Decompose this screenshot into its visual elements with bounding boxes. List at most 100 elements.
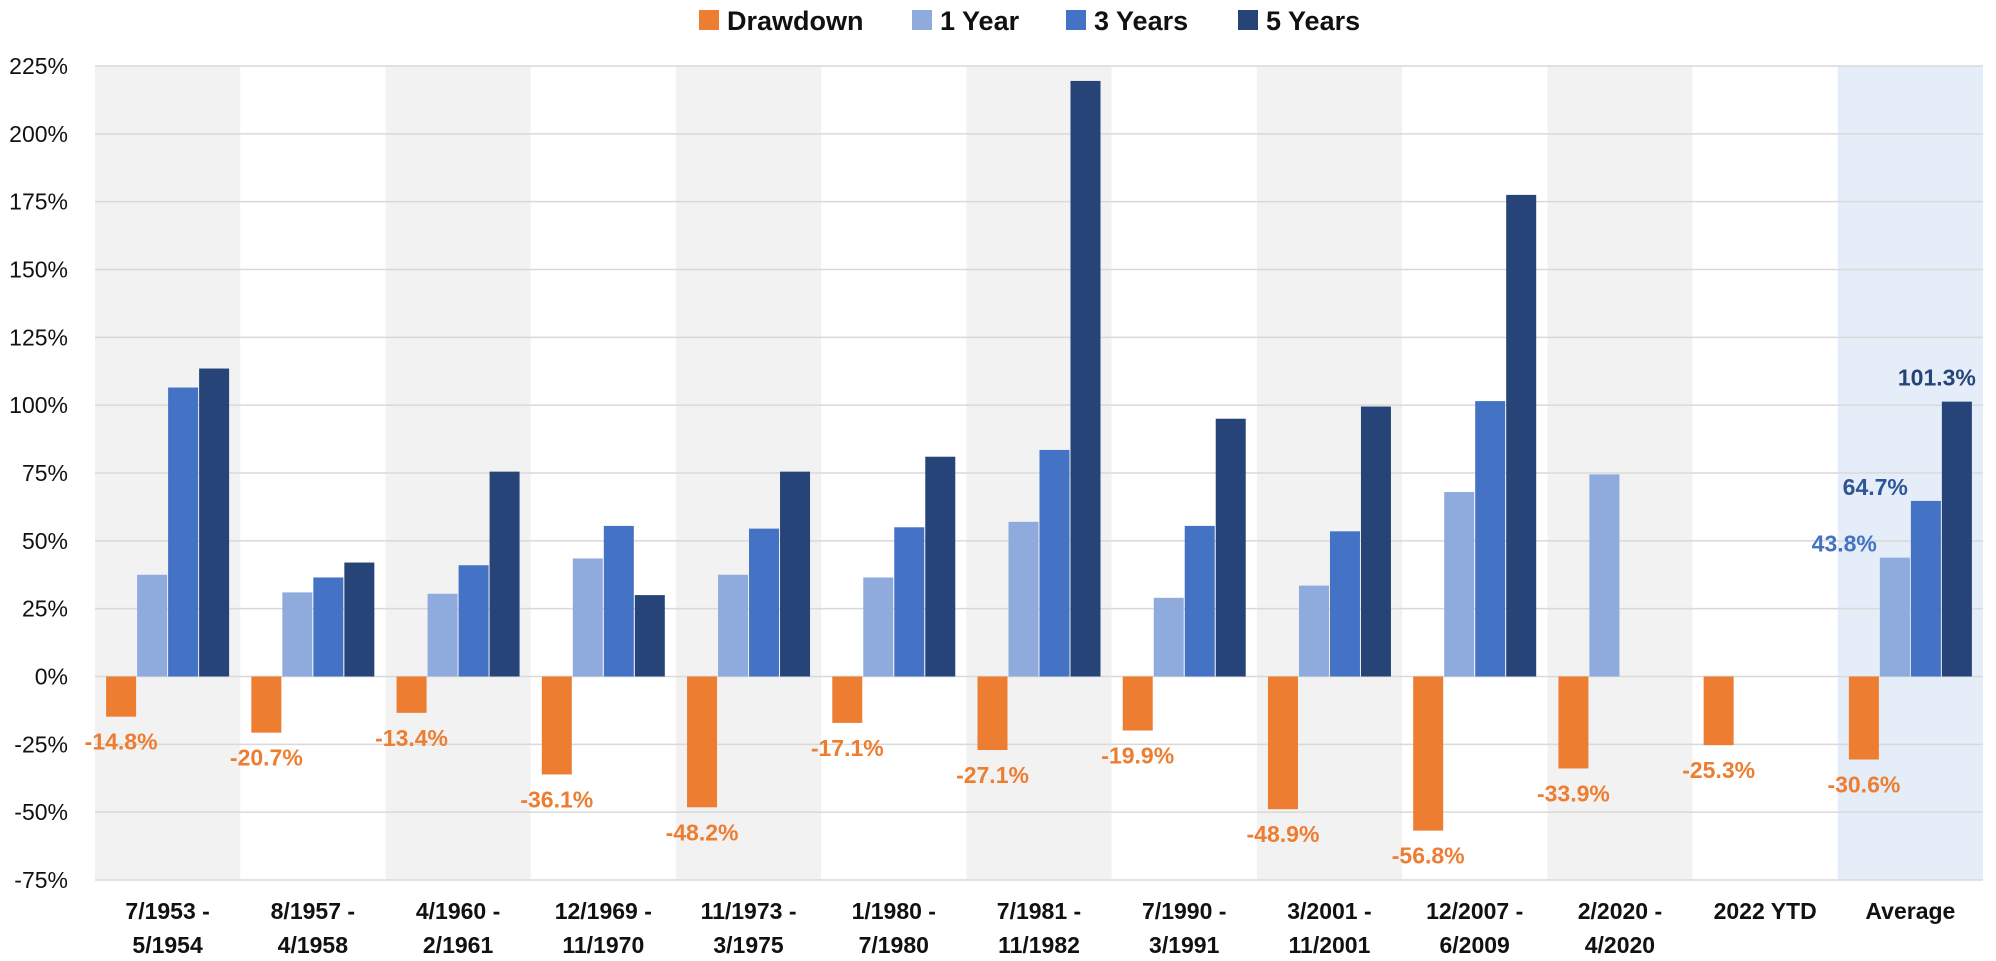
y-tick-label: -75% [14, 867, 68, 893]
bar-5-years [634, 595, 665, 677]
bar-3-years [603, 525, 634, 677]
legend-label: 3 Years [1094, 6, 1188, 36]
bar-5-years [1070, 80, 1101, 677]
drawdown-value-label: -14.8% [85, 729, 158, 755]
average-value-label: 101.3% [1898, 365, 1976, 391]
bar-3-years [1329, 531, 1360, 677]
bar-5-years [925, 456, 956, 677]
drawdown-value-label: -36.1% [520, 786, 593, 812]
x-category-label: 3/2001 -11/2001 [1287, 898, 1371, 958]
x-category-label: 7/1981 -11/1982 [997, 898, 1081, 958]
y-tick-label: 75% [22, 460, 68, 486]
y-tick-label: 25% [22, 596, 68, 622]
y-tick-label: -50% [14, 799, 68, 825]
drawdown-value-label: -30.6% [1827, 772, 1900, 798]
bar-3-years [1184, 525, 1215, 677]
bar-1-year [1589, 474, 1620, 677]
x-category-label: 12/1969 -11/1970 [555, 898, 652, 958]
drawdown-value-label: -17.1% [811, 735, 884, 761]
bar-drawdown [1558, 676, 1589, 769]
bar-1-year [427, 593, 458, 677]
y-tick-label: 100% [9, 392, 68, 418]
bar-3-years [1910, 500, 1941, 677]
y-tick-label: 200% [9, 121, 68, 147]
bar-5-years [344, 562, 375, 677]
drawdown-value-label: -33.9% [1537, 780, 1610, 806]
bar-3-years [168, 387, 199, 677]
bar-1-year [718, 574, 749, 677]
bar-3-years [749, 528, 780, 677]
legend-swatch [1066, 10, 1086, 30]
drawdown-value-label: -19.9% [1101, 742, 1174, 768]
average-value-label: 43.8% [1812, 531, 1877, 557]
bar-1-year [863, 577, 894, 677]
legend-label: 1 Year [940, 6, 1020, 36]
x-category-label: Average [1865, 898, 1955, 924]
y-tick-label: 150% [9, 257, 68, 283]
drawdown-value-label: -56.8% [1392, 843, 1465, 869]
legend-item: Drawdown [699, 6, 864, 36]
bar-drawdown [396, 676, 427, 713]
bar-drawdown [1122, 676, 1153, 731]
legend-item: 3 Years [1066, 6, 1188, 36]
bar-5-years [1215, 418, 1246, 677]
x-category-label: 12/2007 -6/2009 [1426, 898, 1523, 958]
drawdown-value-label: -20.7% [230, 745, 303, 771]
bar-1-year [1879, 557, 1910, 677]
x-category-label: 7/1990 -3/1991 [1142, 898, 1226, 958]
legend-item: 1 Year [912, 6, 1020, 36]
data-labels: -14.8% -20.7% -13.4% -36.1% -48.2% -17.1% -27.… [85, 365, 1976, 869]
drawdown-value-label: -13.4% [375, 725, 448, 751]
x-category-label: 11/1973 -3/1975 [701, 898, 797, 958]
y-tick-label: -25% [14, 731, 68, 757]
bar-5-years [1506, 194, 1537, 677]
bar-1-year [1153, 597, 1184, 677]
bar-5-years [1941, 401, 1972, 677]
x-category-label: 8/1957 -4/1958 [271, 898, 355, 958]
y-tick-label: 225% [9, 53, 68, 79]
legend: Drawdown 1 Year 3 Years 5 Years [699, 6, 1360, 36]
legend-swatch [1238, 10, 1258, 30]
bar-1-year [137, 574, 168, 677]
bar-3-years [1039, 449, 1070, 677]
bar-5-years [1360, 406, 1391, 677]
y-tick-label: 175% [9, 189, 68, 215]
bar-5-years [199, 368, 230, 677]
drawdown-value-label: -25.3% [1682, 757, 1755, 783]
bar-1-year [1298, 585, 1329, 677]
bar-drawdown [1848, 676, 1879, 760]
legend-item: 5 Years [1238, 6, 1360, 36]
bar-drawdown [977, 676, 1008, 751]
y-tick-label: 50% [22, 528, 68, 554]
x-category-label: 1/1980 -7/1980 [852, 898, 936, 958]
bar-3-years [894, 527, 925, 677]
bar-drawdown [687, 676, 718, 808]
drawdown-value-label: -27.1% [956, 762, 1029, 788]
drawdown-value-label: -48.2% [666, 819, 739, 845]
x-category-label: 4/1960 -2/1961 [416, 898, 500, 958]
y-tick-label: 125% [9, 324, 68, 350]
bar-1-year [1008, 521, 1039, 677]
bar-drawdown [832, 676, 863, 723]
legend-label: 5 Years [1266, 6, 1360, 36]
bar-1-year [282, 592, 313, 677]
bar-1-year [1444, 491, 1475, 677]
bar-3-years [313, 577, 344, 677]
bar-5-years [780, 471, 811, 677]
drawdown-value-label: -48.9% [1247, 821, 1320, 847]
bar-drawdown [1413, 676, 1444, 831]
x-axis: 7/1953 -5/1954 8/1957 -4/1958 4/1960 -2/19… [125, 898, 1955, 958]
bar-drawdown [251, 676, 282, 733]
bar-drawdown [1703, 676, 1734, 746]
bar-3-years [458, 565, 489, 677]
average-value-label: 64.7% [1843, 474, 1908, 500]
legend-swatch [699, 10, 719, 30]
y-tick-label: 0% [35, 664, 68, 690]
bars [106, 80, 1972, 831]
x-category-label: 2/2020 -4/2020 [1578, 898, 1662, 958]
bar-1-year [572, 558, 603, 677]
bar-drawdown [106, 676, 137, 717]
bar-drawdown [1267, 676, 1298, 810]
